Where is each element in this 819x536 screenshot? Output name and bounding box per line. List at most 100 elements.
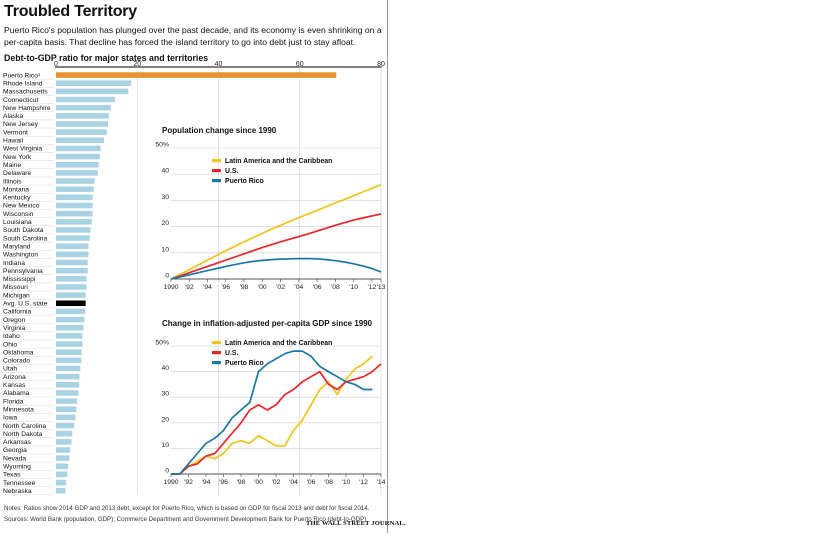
bar [56, 161, 99, 168]
bar-category-label: Michigan [3, 292, 30, 299]
bar [56, 153, 100, 160]
bar-category-label: Idaho [3, 333, 20, 340]
bar-category-label: California [3, 309, 32, 316]
y-tick-label: 40 [161, 365, 169, 372]
legend-label: U.S. [225, 168, 238, 175]
legend-swatch [212, 179, 221, 183]
bar [56, 447, 71, 453]
bar [56, 324, 84, 331]
bar [56, 276, 87, 282]
bar [56, 202, 93, 209]
x-tick-label: '14 [377, 479, 386, 486]
bar-category-label: Missouri [3, 284, 28, 291]
bar-category-label: Florida [3, 398, 24, 405]
bar [56, 186, 94, 192]
bar-category-label: Wyoming [3, 464, 31, 471]
x-tick-label: 1990 [163, 479, 178, 486]
bar [56, 463, 69, 470]
bar [56, 88, 129, 95]
bar [56, 194, 93, 201]
bar [56, 373, 80, 380]
bar-category-label: Kentucky [3, 195, 31, 202]
bar-category-label: Oregon [3, 317, 26, 324]
bar-category-label: Texas [3, 472, 21, 479]
bar-category-label: Avg. U.S. state [3, 301, 48, 308]
y-tick-label: 30 [161, 194, 169, 201]
bar-category-label: New Jersey [3, 121, 39, 128]
bar [56, 80, 132, 86]
x-tick-label: '00 [254, 479, 263, 486]
bar [56, 455, 70, 461]
x-tick-label: '96 [221, 284, 230, 291]
bar [56, 210, 93, 217]
bar-category-label: Pennsylvania [3, 268, 43, 275]
x-tick-label: '98 [237, 479, 246, 486]
x-tick-label: '10 [349, 284, 358, 291]
bar-category-label: Virginia [3, 325, 25, 332]
bar [56, 251, 89, 258]
bar-category-label: Rhode Island [3, 80, 43, 87]
notes-text: Notes: Ratios show 2014 GDP and 2013 deb… [4, 505, 370, 512]
x-tick-label: '13 [377, 284, 386, 291]
bar-category-label: North Carolina [3, 423, 46, 430]
bar-chart-title: Debt-to-GDP ratio for major states and t… [4, 53, 209, 63]
bar-category-label: Mississippi [3, 276, 36, 283]
bar-tick-label: 80 [377, 61, 385, 68]
bar-tick-label: 60 [296, 61, 304, 68]
bar-category-label: South Dakota [3, 227, 44, 234]
bar-tick-label: 40 [215, 61, 223, 68]
bar [56, 129, 107, 135]
bar-category-label: Colorado [3, 358, 30, 365]
y-tick-label: 10 [161, 442, 169, 449]
x-tick-label: '12 [359, 479, 368, 486]
legend-label: Puerto Rico [225, 360, 264, 367]
x-tick-label: '92 [184, 479, 193, 486]
bar [56, 471, 68, 478]
bar-category-label: Nebraska [3, 488, 32, 495]
bar-category-label: Utah [3, 366, 17, 373]
bar-category-label: Alaska [3, 113, 23, 120]
bar-category-label: Montana [3, 186, 29, 193]
x-tick-label: '94 [203, 284, 212, 291]
bar-category-label: Tennessee [3, 480, 36, 487]
bar [56, 219, 92, 225]
bar-category-label: Washington [3, 252, 38, 259]
bar-category-label: West Virginia [3, 146, 42, 153]
bar [56, 235, 90, 241]
bar-category-label: Massachusetts [3, 89, 48, 96]
x-tick-label: '08 [324, 479, 333, 486]
bar [56, 96, 115, 103]
legend-label: Puerto Rico [225, 178, 264, 185]
bar [56, 414, 76, 421]
bar [56, 292, 86, 298]
bar [56, 243, 89, 249]
bar [56, 365, 81, 372]
series-line-2 [171, 350, 373, 475]
legend-swatch [212, 341, 221, 345]
x-tick-label: '96 [219, 479, 228, 486]
bar [56, 145, 101, 152]
bar [56, 308, 86, 315]
bar-category-label: Alabama [3, 390, 30, 397]
bar [56, 170, 98, 176]
series-line-1 [170, 213, 382, 280]
x-tick-label: '06 [313, 284, 322, 291]
legend-swatch [212, 159, 221, 163]
sources-text: Sources: World Bank (population, GDP); C… [4, 516, 367, 523]
y-tick-label: 30 [161, 391, 169, 398]
x-tick-label: '04 [294, 284, 303, 291]
bar [56, 390, 79, 396]
series-line-0 [170, 183, 382, 280]
series-line-2 [170, 257, 382, 280]
legend-label: Latin America and the Caribbean [225, 340, 332, 347]
bar-category-label: Kansas [3, 382, 26, 389]
bar [56, 341, 83, 347]
bar [56, 357, 82, 364]
bar-category-label: Oklahoma [3, 349, 34, 356]
bar-category-label: Minnesota [3, 406, 34, 413]
y-tick-label: 20 [161, 220, 169, 227]
bar-category-label: Puerto Rico¹ [3, 72, 41, 79]
bar-category-label: Illinois [3, 178, 22, 185]
legend-swatch [212, 169, 221, 173]
